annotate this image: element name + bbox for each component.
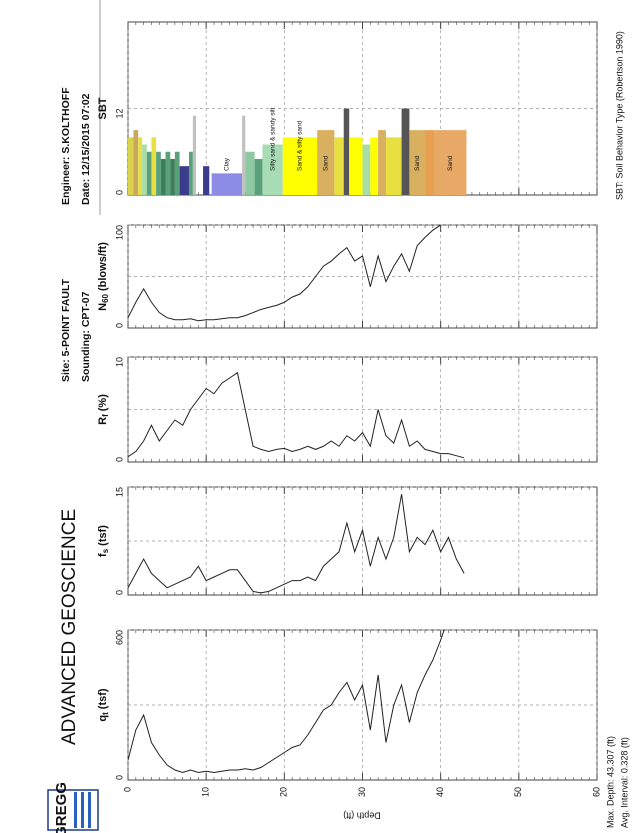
sbt-bar [156,151,161,195]
sbt-label: Silty sand & sandy silt [269,108,276,171]
sbt-note: SBT: Soil Behavior Type (Robertson 1990) [614,31,624,200]
value-tick-label: 600 [114,630,124,645]
sbt-label: Sand [447,155,454,171]
sbt-bar [317,130,335,195]
sbt-bar [133,130,139,195]
depth-tick-label: 30 [357,787,367,797]
depth-tick-label: 0 [122,787,132,792]
sbt-bar [138,137,143,195]
sbt-bar [254,158,263,195]
value-tick-label: 100 [114,225,124,240]
value-tick-label: 10 [114,357,124,367]
depth-axis-title: Depth (ft) [343,811,381,821]
log-curve [128,225,465,322]
value-tick-label: 15 [114,487,124,497]
depth-tick-label: 60 [591,787,601,797]
sbt-label: Sand [414,155,421,171]
axis-title-unit: (%) [97,394,109,411]
log-curve [128,371,465,459]
axis-title-subscript: t [101,712,110,715]
sbt-bar [282,137,318,195]
sbt-bar [409,130,426,195]
axis-title-symbol: f [97,553,109,557]
value-tick-label: 0 [114,457,124,462]
sbt-bar [203,166,210,195]
sbt-bar [160,158,166,195]
axis-title-subscript: f [101,414,110,417]
axis-title: N60 (blows/ft) [97,242,110,311]
logo-box [47,789,99,831]
log-curve [128,630,465,774]
axis-title-symbol: R [97,417,109,425]
sbt-bar [211,173,243,195]
sbt-label: Sand & silty sand [297,120,304,171]
axis-title: SBT [97,97,109,119]
axis-title-symbol: q [97,715,109,722]
sounding: Sounding: CPT-07 [80,291,92,382]
logo-stripe [74,792,77,828]
sbt-bar [349,137,363,195]
sbt-bar [151,137,157,195]
sbt-label: Clay [224,157,231,171]
depth-tick-label: 40 [435,787,445,797]
axis-title-subscript: 60 [101,293,110,302]
sbt-bar [343,108,350,195]
max-depth: Max. Depth: 43.307 (ft) [605,736,615,828]
depth-tick-label: 20 [279,787,289,797]
engineer: Engineer: S.KOLTHOFF [60,87,72,205]
date: Date: 12/15/2015 07:02 [80,93,92,205]
value-tick-label: 0 [114,190,124,195]
sbt-label: Sand [322,155,329,171]
sbt-bar [385,137,402,195]
sbt-bar [128,137,134,195]
value-tick-label: 0 [114,323,124,328]
logo-stripe [88,792,91,828]
avg-interval: Avg. Interval: 0.328 (ft) [619,737,629,828]
axis-title: qt (tsf) [97,688,110,722]
sbt-bar [370,137,379,195]
depth-tick-label: 50 [513,787,523,797]
value-tick-label: 0 [114,775,124,780]
company-name: ADVANCED GEOSCIENCE [59,509,80,745]
sbt-bar [262,144,283,195]
axis-title-unit: (tsf) [97,688,109,709]
sbt-bar [378,130,386,195]
log-curve [128,494,465,594]
sbt-bar [192,115,197,195]
sbt-bar [425,130,435,195]
axis-title: fs (tsf) [97,525,110,557]
sbt-bar [174,151,180,195]
value-tick-label: 12 [114,109,124,119]
value-tick-label: 0 [114,590,124,595]
log-sheet: GREGG ADVANCED GEOSCIENCE Site: 5-POINT … [47,0,629,833]
sbt-bar [362,144,371,195]
sbt-bar [434,130,467,195]
sbt-bar [165,151,171,195]
axis-title-unit: (tsf) [97,525,109,546]
sbt-bar [179,166,189,195]
sbt-bar [334,137,344,195]
axis-title-symbol: N [97,303,109,311]
site: Site: 5-POINT FAULT [60,278,72,382]
logo-text: GREGG [53,782,70,833]
logo-stripe [81,792,84,828]
depth-tick-label: 10 [201,787,211,797]
sbt-bar [170,158,175,195]
sbt-bar [142,144,147,195]
sbt-bar [242,115,246,195]
axis-title-unit: (blows/ft) [97,242,109,291]
sbt-bar [245,151,255,195]
sbt-bar [401,108,410,195]
axis-title: Rf (%) [97,394,110,425]
axis-title-subscript: s [101,548,110,553]
sbt-bar [146,151,152,195]
sbt-bar [188,151,193,195]
